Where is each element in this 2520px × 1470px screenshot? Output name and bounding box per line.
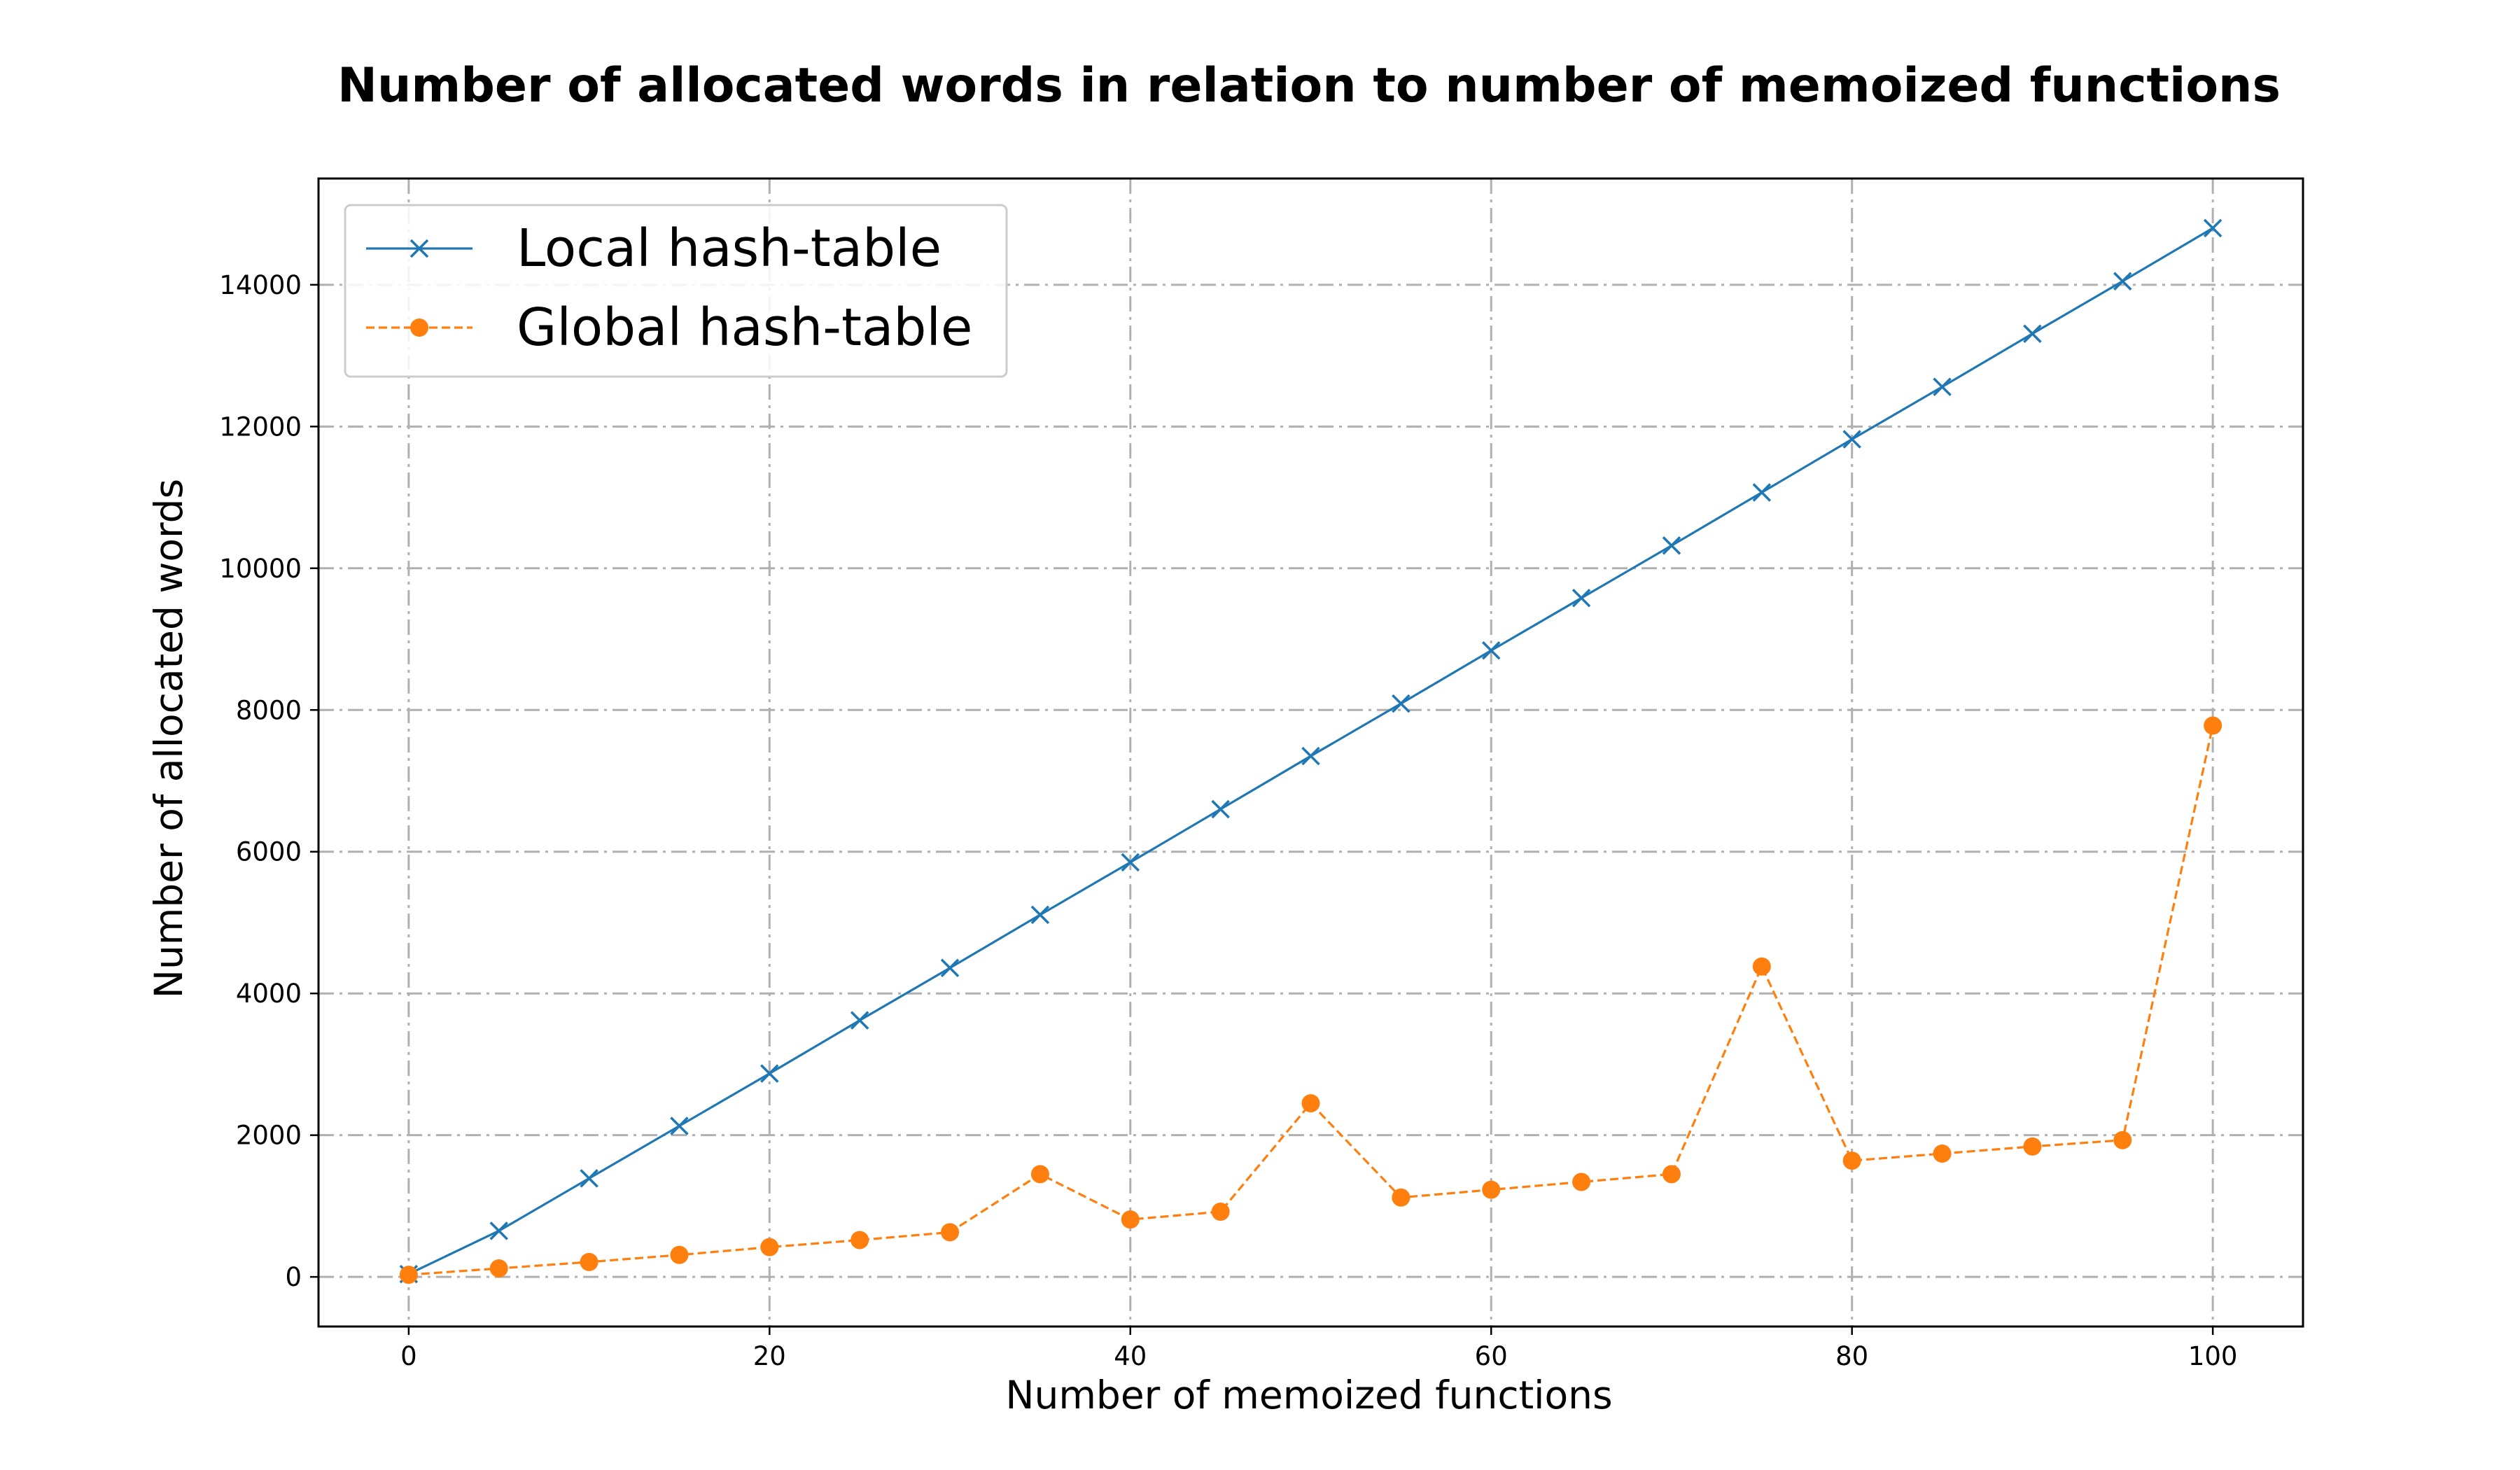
local-hash-table-point (850, 1011, 869, 1030)
legend-entry-global-hash-table: Global hash-table (366, 298, 972, 358)
global-hash-table-point (850, 1231, 869, 1250)
y-tick-label: 4000 (236, 979, 302, 1009)
local-hash-table-point (580, 1169, 598, 1188)
global-hash-table-point (760, 1238, 779, 1256)
local-hash-table-point (1662, 536, 1681, 555)
series-layer (399, 218, 2222, 1284)
global-hash-table-point (1392, 1188, 1410, 1207)
series-local-hash-table (399, 218, 2222, 1284)
legend-swatch-marker (410, 318, 428, 337)
global-hash-table-point (1842, 1152, 1861, 1170)
legend-label: Global hash-table (517, 298, 972, 358)
y-tick-label: 6000 (236, 837, 302, 867)
y-axis-label: Number of allocated words (146, 479, 191, 998)
x-tick-label: 80 (1835, 1341, 1868, 1371)
global-hash-table-point (2113, 1130, 2132, 1149)
global-hash-table-point (670, 1245, 689, 1264)
local-hash-table-point (1211, 799, 1230, 819)
chart-title: Number of allocated words in relation to… (337, 58, 2281, 113)
global-hash-table-point (1121, 1210, 1140, 1229)
local-hash-table-point (670, 1116, 689, 1135)
global-hash-table-point (1933, 1144, 1952, 1163)
global-hash-table-point (580, 1252, 598, 1271)
x-tick-label: 100 (2188, 1341, 2238, 1371)
x-tick-label: 60 (1475, 1341, 1508, 1371)
local-hash-table-point (1842, 430, 1861, 449)
local-hash-table-point (1121, 853, 1140, 872)
global-hash-table-point (1752, 957, 1771, 976)
global-hash-table-line (408, 725, 2214, 1276)
global-hash-table-point (1482, 1180, 1501, 1199)
global-hash-table-point (399, 1266, 418, 1284)
y-tick-label: 14000 (219, 270, 302, 300)
plot-frame (317, 177, 2304, 1328)
local-hash-table-point (2023, 324, 2042, 343)
legend-swatch-marker (410, 239, 429, 258)
local-hash-table-point (1030, 905, 1050, 925)
global-hash-table-point (1662, 1165, 1681, 1184)
global-hash-table-point (1211, 1203, 1230, 1221)
local-hash-table-line (408, 227, 2213, 1275)
local-hash-table-point (940, 958, 960, 977)
local-hash-table-point (1752, 483, 1772, 502)
x-tick-label: 40 (1114, 1341, 1147, 1371)
x-tick-label: 20 (753, 1341, 786, 1371)
global-hash-table-point (2204, 716, 2222, 735)
global-hash-table-point (1030, 1165, 1049, 1184)
local-hash-table-point (760, 1064, 779, 1083)
global-hash-table-point (489, 1259, 508, 1278)
legend-entry-local-hash-table: Local hash-table (366, 218, 941, 279)
local-hash-table-point (489, 1222, 508, 1240)
y-tick-label: 8000 (236, 695, 302, 725)
y-axis-ticks: 0 2000 4000 6000 8000 10000 12000 14000 (219, 270, 318, 1292)
local-hash-table-point (1392, 694, 1410, 713)
local-hash-table-point (1572, 589, 1591, 608)
local-hash-table-point (1301, 746, 1320, 766)
y-tick-label: 0 (285, 1262, 302, 1292)
y-tick-label: 2000 (236, 1121, 302, 1151)
global-hash-table-point (1301, 1094, 1320, 1113)
x-axis-ticks: 0 20 40 60 80 100 (400, 1326, 2237, 1371)
global-hash-table-point (1572, 1172, 1591, 1191)
y-tick-label: 10000 (219, 554, 302, 584)
local-hash-table-point (1933, 377, 1952, 396)
x-axis-label: Number of memoized functions (1005, 1373, 1612, 1418)
legend: Local hash-table Global hash-table (344, 204, 1008, 378)
local-hash-table-point (1481, 640, 1501, 660)
legend-box (344, 204, 1008, 378)
global-hash-table-point (2023, 1137, 2042, 1156)
legend-label: Local hash-table (517, 218, 941, 279)
series-global-hash-table (399, 716, 2222, 1284)
local-hash-table-point (2113, 272, 2132, 291)
y-tick-label: 12000 (219, 412, 302, 442)
x-tick-label: 0 (400, 1341, 417, 1371)
global-hash-table-point (941, 1223, 960, 1242)
local-hash-table-point (2203, 218, 2222, 238)
